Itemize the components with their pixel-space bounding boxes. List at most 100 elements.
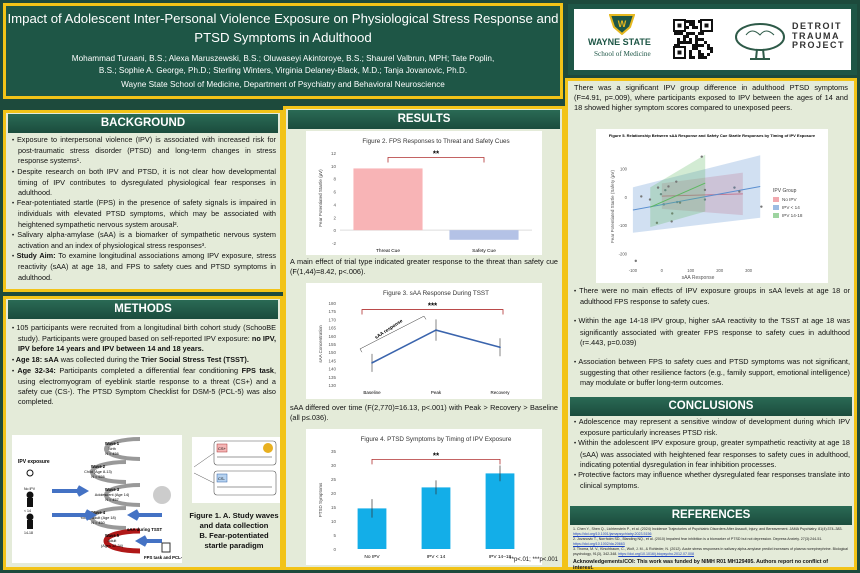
qr-module (683, 38, 686, 41)
scatter-point (655, 221, 659, 225)
figure2-svg: -2 0 2 4 6 8 10 12 Fear Potentiated Startle (µV)… (318, 138, 532, 254)
detroit-trauma-project-logo: DETROIT TRAUMA PROJECT (792, 21, 846, 50)
qr-module (677, 41, 680, 44)
y-tick-label: 165 (328, 326, 336, 331)
confidence-band (650, 154, 706, 228)
qr-module (683, 35, 686, 38)
scatter-point (733, 186, 736, 189)
conclusions-heading: CONCLUSIONS (570, 397, 852, 416)
qr-module (692, 47, 695, 50)
y-tick-label: 0 (333, 547, 336, 552)
scatter-point (678, 201, 682, 204)
svg-text:CS-: CS- (218, 476, 226, 481)
qr-module (701, 56, 704, 59)
scatter-point (738, 190, 741, 193)
fps-paradigm-diagram: CS+ CS- (193, 440, 277, 496)
reference-link[interactable]: https://doi.org/10.1002/da.20663 (573, 542, 625, 546)
chart-title: Figure 3. sAA Response During TSST (383, 290, 489, 297)
participant-image (153, 486, 171, 504)
qr-module (698, 56, 701, 59)
qr-module (701, 38, 704, 41)
qr-module (689, 23, 692, 26)
qr-module (674, 32, 677, 35)
scatter-point (667, 185, 670, 188)
significance-label: *** (428, 302, 438, 311)
scatter-point (760, 205, 763, 208)
svg-text:CS+: CS+ (218, 446, 227, 451)
y-tick-label: 160 (328, 334, 336, 339)
fps-label: FPS task and PCL-5 (144, 555, 182, 560)
qr-module (677, 38, 680, 41)
wave-desc: Birth (108, 447, 116, 451)
reference-item: 1. Chen Y., Shen Q., Lichtenstein P., et… (573, 527, 843, 536)
confidence-band (661, 172, 743, 216)
confidence-band (632, 155, 761, 233)
qr-module (680, 32, 683, 35)
regression-line (650, 182, 706, 208)
scatter-point (656, 186, 660, 189)
qr-module (698, 50, 701, 53)
scatter-point (648, 198, 652, 201)
y-tick-label: 135 (328, 375, 336, 380)
qr-code[interactable] (670, 17, 716, 61)
y-tick-label: 145 (328, 358, 336, 363)
qr-module (701, 53, 704, 56)
y-tick-label: -100 (619, 223, 628, 228)
reference-link[interactable]: https://doi.org/10.1001/jamapsychiatry.2… (573, 532, 652, 536)
qr-module (695, 35, 698, 38)
figure1-study-waves: IPV exposure Wave 1 Birth N = 456 Wave 2 Chil… (12, 435, 185, 563)
significance-footnote: **p<.01; ***p<.001 (509, 557, 558, 563)
qr-module (695, 41, 698, 44)
scatter-point (671, 212, 674, 215)
x-tick-label: Baseline (363, 390, 381, 395)
x-tick-label: Peak (431, 390, 442, 395)
conclusions-section: CONCLUSIONS Adolescence may represent a … (565, 396, 857, 508)
qr-module (695, 26, 698, 29)
y-tick-label: 6 (333, 190, 336, 195)
background-item: Fear-potentiated startle (FPS) in the pr… (12, 198, 276, 230)
wave-arrow (90, 506, 127, 530)
conclusion-item: Within the adolescent IPV exposure group… (574, 438, 850, 470)
scatter-point (640, 195, 643, 198)
wave-n: N = 556 (91, 475, 104, 479)
significance-bracket (361, 309, 504, 315)
qr-finder (677, 50, 682, 55)
y-tick-label: 0 (333, 228, 336, 233)
figure3-svg: 130 135 140 145 150 155 160 165 170 175 180 sAA Con… (318, 290, 510, 395)
legend-swatch (773, 213, 779, 218)
y-tick-label: 175 (328, 309, 336, 314)
background-section: BACKGROUND Exposure to interpersonal vio… (3, 110, 283, 292)
reference-link[interactable]: https://doi.org/10.1016/j.biopsycho.2012… (618, 552, 695, 556)
conclusion-item: Adolescence may represent a sensitive wi… (574, 417, 850, 438)
figure1-fps-paradigm: CS+ CS- (192, 437, 280, 503)
background-item: Exposure to interpersonal violence (IPV)… (12, 135, 276, 167)
y-tick-label: 30 (331, 463, 337, 468)
qr-module (689, 41, 692, 44)
qr-module (677, 44, 680, 47)
chart-title: Figure 5. Relationship Between sAA Respo… (609, 133, 816, 138)
person-icon (26, 469, 34, 477)
qr-module (698, 44, 701, 47)
y-axis-label: Fear Potentiated Startle (Safety (µV) (610, 170, 615, 243)
wayne-state-shield-logo: W (609, 14, 635, 35)
legend-swatch (773, 197, 779, 202)
legend-label: IPV < 14 (782, 205, 800, 210)
logo-bar: W WAYNE STATE School of Medicine DETROIT… (568, 4, 857, 75)
figure3-chart: 130 135 140 145 150 155 160 165 170 175 180 sAA Con… (306, 283, 542, 399)
references-heading: REFERENCES (570, 506, 852, 525)
qr-module (698, 53, 701, 56)
qr-finder (704, 23, 709, 28)
conclusion-item: Protective factors may influence whether… (574, 470, 850, 491)
bar (353, 168, 423, 231)
y-tick-label: 4 (333, 202, 336, 207)
data-point (435, 329, 437, 331)
wave-name: Wave 3 (105, 487, 120, 492)
person-icon (26, 513, 34, 521)
ipv-group-label: < 14 (24, 509, 31, 513)
y-tick-label: 8 (333, 177, 336, 182)
qr-module (692, 26, 695, 29)
qr-module (710, 47, 713, 50)
qr-module (692, 23, 695, 26)
regression-line (632, 185, 761, 211)
qr-module (692, 44, 695, 47)
